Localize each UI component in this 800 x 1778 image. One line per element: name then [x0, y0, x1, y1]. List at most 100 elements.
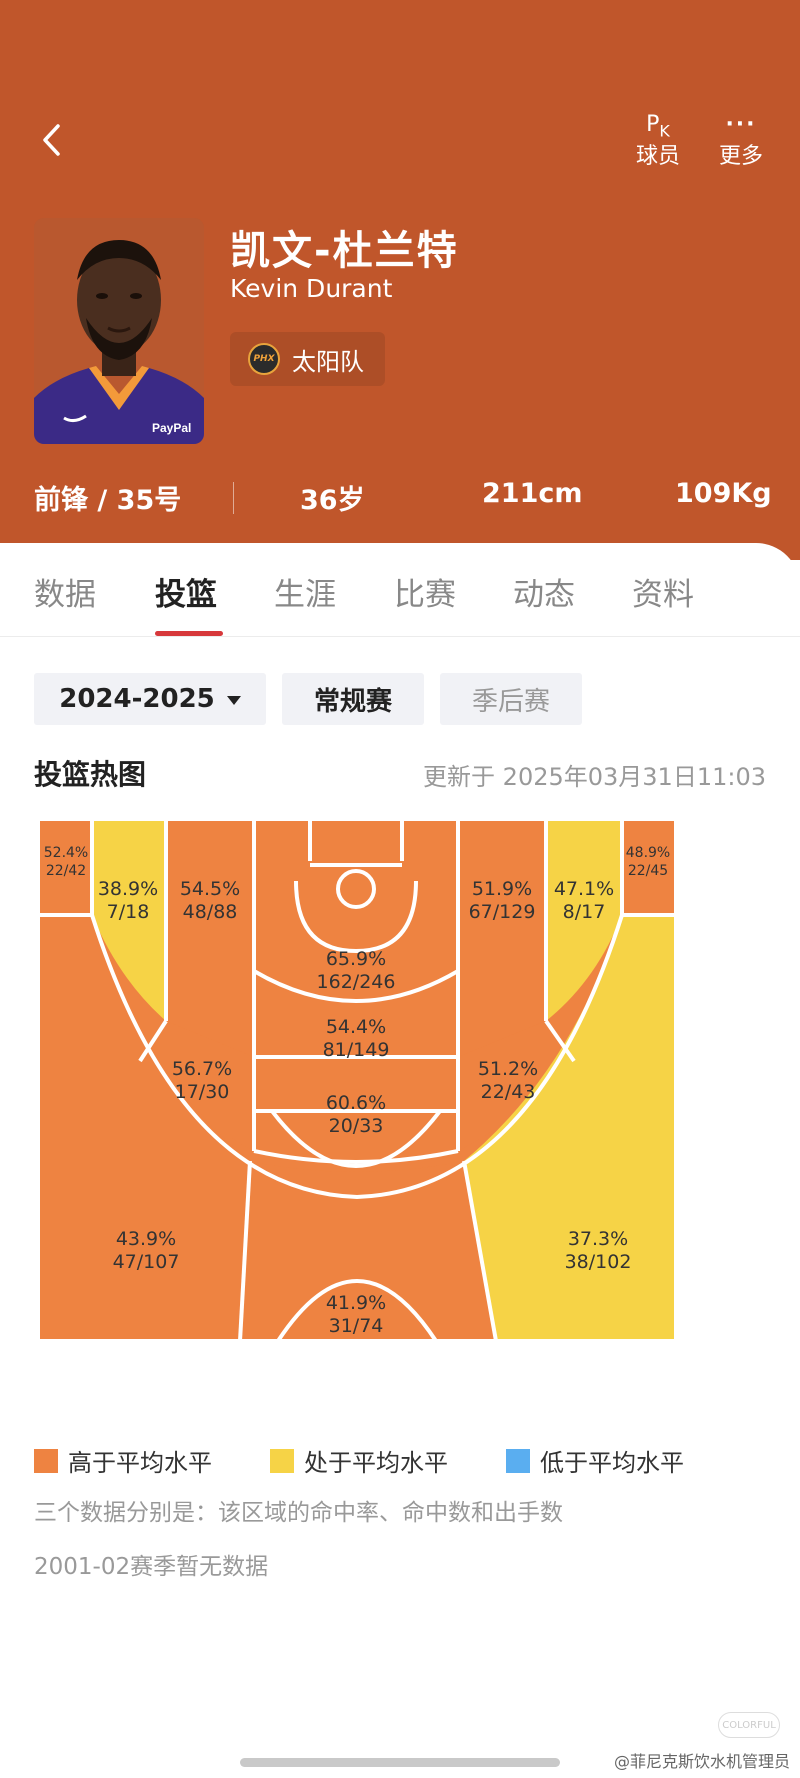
- zone-ratio-left-corner-three: 22/42: [46, 863, 86, 879]
- zone-ratio-left-elbow-mid: 17/30: [175, 1081, 230, 1103]
- tab-games[interactable]: 比赛: [394, 577, 456, 613]
- heatmap-legend: 高于平均水平 处于平均水平 低于平均水平: [34, 1443, 774, 1477]
- heatmap-title: 投篮热图: [34, 758, 147, 791]
- season-select[interactable]: 2024-2025: [34, 673, 266, 725]
- rim: [336, 869, 376, 909]
- colorful-logo: COLORFUL: [718, 1712, 780, 1738]
- tab-data[interactable]: 数据: [34, 577, 96, 613]
- zone-pct-restricted-area: 65.9%: [326, 948, 386, 970]
- court-line: [138, 1019, 168, 1063]
- zone-pct-top-three: 41.9%: [326, 1292, 386, 1314]
- zone-ratio-right-wing-midrange-baseline: 8/17: [563, 901, 606, 923]
- zone-left-wing-midrange-baseline[interactable]: [92, 821, 166, 1021]
- svg-text:PayPal: PayPal: [152, 421, 191, 435]
- player-avatar: PayPal: [34, 218, 204, 444]
- legend-above: 高于平均水平: [34, 1443, 212, 1478]
- zone-left-elbow-mid[interactable]: [140, 1021, 254, 1151]
- zone-top-key-mid[interactable]: [254, 1111, 458, 1162]
- zone-right-elbow-mid[interactable]: [458, 1021, 574, 1151]
- court-line: [253, 1149, 459, 1164]
- legend-average-swatch: [270, 1448, 294, 1473]
- zone-pct-left-baseline-mid: 54.5%: [180, 878, 240, 900]
- player-header: PK 球员 ··· 更多 PayPal: [0, 0, 800, 560]
- player-photo: PayPal: [34, 218, 204, 444]
- tab-profile[interactable]: 资料: [632, 577, 694, 613]
- zone-pct-top-key-mid: 60.6%: [326, 1092, 386, 1114]
- legend-above-swatch: [34, 1448, 58, 1473]
- court-line: [252, 821, 460, 1059]
- zone-left-corner-three[interactable]: [40, 821, 92, 915]
- court-line: [270, 1109, 442, 1168]
- season-value: 2024-2025: [59, 684, 215, 714]
- player-height: 211cm: [482, 478, 583, 509]
- position-number: 前锋 / 35号: [34, 485, 182, 516]
- zone-ratio-right-elbow-mid: 22/43: [481, 1081, 536, 1103]
- tab-career[interactable]: 生涯: [274, 577, 336, 613]
- zone-paint[interactable]: [254, 1057, 458, 1111]
- zone-ratio-right-baseline-mid: 67/129: [469, 901, 536, 923]
- updated-time: 更新于 2025年03月31日11:03: [423, 763, 766, 791]
- pk-label: 球员: [635, 144, 680, 169]
- zone-right-wing-midrange-baseline[interactable]: [546, 821, 622, 1021]
- zone-ratio-right-wing-three: 38/102: [565, 1251, 632, 1273]
- zone-left-baseline-mid[interactable]: [166, 821, 254, 1057]
- legend-average-label: 处于平均水平: [304, 1449, 448, 1477]
- zone-ratio-left-wing-midrange-baseline: 7/18: [107, 901, 150, 923]
- home-indicator[interactable]: [240, 1758, 560, 1767]
- tab-shooting[interactable]: 投篮: [155, 577, 217, 613]
- back-arrow-icon[interactable]: [38, 120, 66, 160]
- zone-ratio-top-key-mid: 20/33: [329, 1115, 384, 1137]
- legend-above-label: 高于平均水平: [68, 1449, 212, 1477]
- more-button[interactable]: ··· 更多: [711, 108, 771, 172]
- zone-top-three[interactable]: [240, 1161, 496, 1341]
- zone-pct-right-baseline-mid: 51.9%: [472, 878, 532, 900]
- team-badge[interactable]: PHX 太阳队: [230, 332, 385, 386]
- player-name-cn: 凯文-杜兰特: [230, 228, 459, 274]
- zone-right-corner-three[interactable]: [622, 821, 674, 915]
- zone-restricted-area[interactable]: [254, 821, 458, 1057]
- zone-right-baseline-mid[interactable]: [458, 821, 546, 1057]
- court-line: [238, 1160, 252, 1342]
- team-name: 太阳队: [292, 347, 364, 376]
- zone-left-wing-three[interactable]: [40, 915, 250, 1341]
- hupu-logo: 虎扑: [680, 1378, 726, 1403]
- shot-heatmap: 52.4% 22/42 38.9%7/18 54.5%48/88 65.9%162/24…: [40, 821, 726, 1403]
- player-age: 36岁: [300, 485, 365, 516]
- playoffs-chip[interactable]: 季后赛: [440, 673, 582, 725]
- more-icon: ···: [725, 112, 757, 137]
- regular-season-chip[interactable]: 常规赛: [282, 673, 424, 725]
- zone-pct-left-wing-midrange-baseline: 38.9%: [98, 878, 158, 900]
- court-line: [276, 1279, 438, 1343]
- legend-below: 低于平均水平: [506, 1443, 684, 1478]
- zone-right-wing-three[interactable]: [464, 915, 674, 1341]
- court-line: [462, 1160, 498, 1342]
- restricted-area-arc: [252, 969, 460, 1003]
- zone-pct-left-wing-three: 43.9%: [116, 1228, 176, 1250]
- tab-bar: 数据 投篮 生涯 比赛 动态 资料: [0, 543, 800, 637]
- pk-button[interactable]: PK 球员: [628, 108, 688, 172]
- zone-pct-left-elbow-mid: 56.7%: [172, 1058, 232, 1080]
- stats-divider: [233, 482, 234, 514]
- zone-ratio-paint: 81/149: [323, 1039, 390, 1061]
- zone-pct-right-elbow-mid: 51.2%: [478, 1058, 538, 1080]
- zone-pct-right-corner-three: 48.9%: [626, 845, 670, 861]
- zone-ratio-top-three: 31/74: [329, 1315, 384, 1337]
- caret-down-icon: [226, 695, 241, 705]
- zone-ratio-left-wing-three: 47/107: [113, 1251, 180, 1273]
- note-no-data: 2001-02赛季暂无数据: [34, 1554, 269, 1580]
- suns-logo-icon: PHX: [248, 343, 280, 375]
- active-tab-indicator: [155, 631, 223, 636]
- content-card: 数据 投篮 生涯 比赛 动态 资料 2024-2025 常规赛 季后赛 投篮热图…: [0, 543, 800, 1778]
- zone-pct-right-wing-three: 37.3%: [568, 1228, 628, 1250]
- restricted-arc: [294, 880, 418, 954]
- zone-pct-left-corner-three: 52.4%: [44, 845, 88, 861]
- court-line: [544, 1019, 576, 1063]
- tab-news[interactable]: 动态: [513, 577, 575, 613]
- pk-icon: PK: [646, 112, 670, 141]
- note-explanation: 三个数据分别是：该区域的命中率、命中数和出手数: [34, 1500, 563, 1526]
- zone-ratio-left-baseline-mid: 48/88: [183, 901, 238, 923]
- zone-pct-right-wing-midrange-baseline: 47.1%: [554, 878, 614, 900]
- more-label: 更多: [718, 144, 763, 169]
- zone-pct-paint: 54.4%: [326, 1016, 386, 1038]
